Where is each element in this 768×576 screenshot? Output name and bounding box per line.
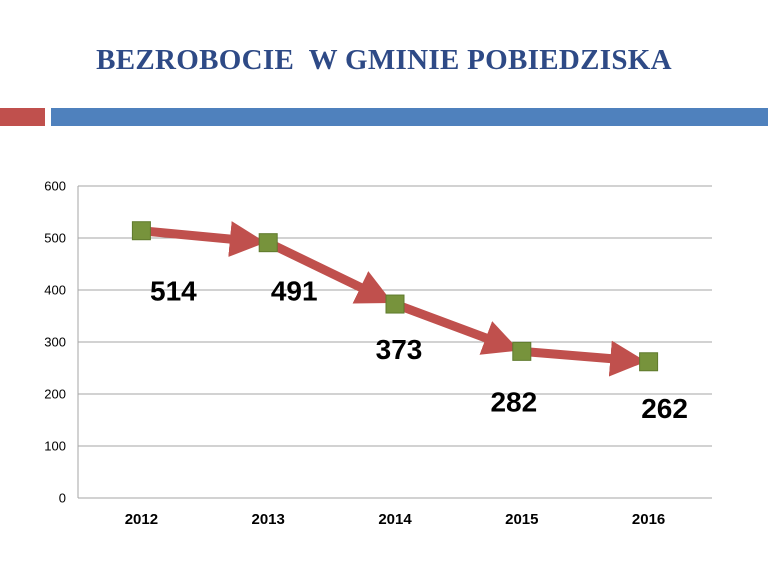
data-point-marker <box>385 294 405 314</box>
y-tick-label: 400 <box>44 283 66 298</box>
data-point-marker <box>258 233 278 253</box>
data-label: 373 <box>376 334 423 365</box>
x-tick-label: 2014 <box>378 511 412 528</box>
data-label: 262 <box>641 393 688 424</box>
slide-title: BEZROBOCIE W GMINIE POBIEDZISKA <box>96 44 672 76</box>
x-tick-label: 2012 <box>125 511 158 528</box>
data-label: 491 <box>271 276 318 307</box>
y-tick-label: 100 <box>44 439 66 454</box>
series-line-segment <box>140 221 266 257</box>
series-line-segment <box>393 299 520 355</box>
y-tick-label: 200 <box>44 387 66 402</box>
series-line-segment <box>266 238 393 304</box>
y-tick-label: 300 <box>44 335 66 350</box>
x-tick-label: 2013 <box>252 511 285 528</box>
data-point-marker <box>639 352 659 372</box>
data-label: 514 <box>150 276 197 307</box>
data-point-marker <box>512 341 532 361</box>
x-tick-label: 2016 <box>632 511 665 528</box>
y-tick-label: 500 <box>44 231 66 246</box>
data-label: 282 <box>490 386 537 417</box>
title-accent-bar-blue <box>51 108 768 126</box>
y-tick-label: 0 <box>59 491 66 506</box>
x-tick-label: 2015 <box>505 511 538 528</box>
series-line-segment <box>521 340 647 377</box>
title-accent-bar-red <box>0 108 45 126</box>
data-point-marker <box>131 221 151 241</box>
y-tick-label: 600 <box>44 179 66 194</box>
